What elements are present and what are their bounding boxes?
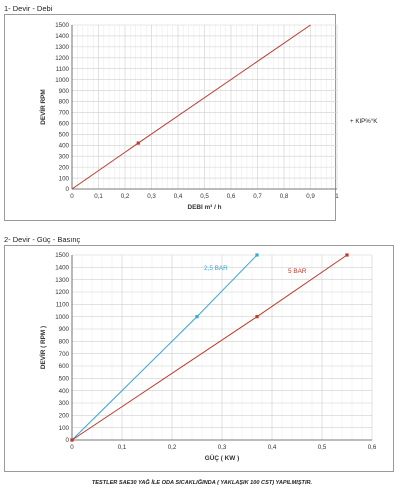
series-label: 5 BAR bbox=[288, 268, 307, 275]
x-axis-label: DEBI m³ / h bbox=[187, 204, 221, 211]
y-tick-label: 1300 bbox=[55, 277, 69, 284]
section-title-1: 1- Devir - Debi bbox=[4, 4, 53, 13]
y-tick-label: 100 bbox=[59, 175, 70, 182]
y-tick-label: 800 bbox=[59, 99, 70, 106]
y-axis-label: DEVİR ( RPM ) bbox=[38, 326, 47, 369]
y-tick-label: 600 bbox=[59, 121, 70, 128]
y-tick-label: 1200 bbox=[55, 289, 69, 296]
y-tick-label: 400 bbox=[59, 388, 70, 395]
y-tick-label: 0 bbox=[66, 186, 70, 193]
y-tick-label: 1500 bbox=[55, 252, 69, 259]
x-tick-label: 0,3 bbox=[147, 193, 156, 200]
y-tick-label: 1200 bbox=[55, 55, 69, 62]
series-line bbox=[71, 254, 348, 441]
y-tick-label: 100 bbox=[59, 425, 70, 432]
y-tick-label: 200 bbox=[59, 164, 70, 171]
y-tick-label: 900 bbox=[59, 326, 70, 333]
side-note: + KIP%°K bbox=[350, 118, 378, 125]
y-axis-label: DEVİR RPM bbox=[38, 89, 47, 125]
x-tick-label: 0,6 bbox=[368, 444, 377, 451]
x-tick-label: 0,4 bbox=[268, 444, 277, 451]
y-tick-label: 400 bbox=[59, 142, 70, 149]
x-tick-label: 0,3 bbox=[218, 444, 227, 451]
x-tick-label: 0,8 bbox=[280, 193, 289, 200]
series-label: 2,5 BAR bbox=[204, 265, 228, 272]
y-tick-label: 1000 bbox=[55, 314, 69, 321]
data-point bbox=[255, 253, 259, 257]
x-tick-label: 0 bbox=[70, 444, 74, 451]
x-tick-label: 0,7 bbox=[253, 193, 262, 200]
x-tick-label: 0,9 bbox=[306, 193, 315, 200]
y-tick-label: 200 bbox=[59, 413, 70, 420]
x-tick-label: 0,2 bbox=[168, 444, 177, 451]
y-tick-label: 300 bbox=[59, 400, 70, 407]
y-tick-label: 1500 bbox=[55, 22, 69, 29]
y-tick-label: 500 bbox=[59, 376, 70, 383]
y-tick-label: 0 bbox=[66, 437, 70, 444]
x-tick-label: 1 bbox=[335, 193, 339, 200]
x-tick-label: 0,1 bbox=[94, 193, 103, 200]
x-tick-label: 0,4 bbox=[174, 193, 183, 200]
data-point bbox=[136, 141, 140, 145]
chart-2-frame bbox=[4, 245, 394, 472]
y-tick-label: 700 bbox=[59, 110, 70, 117]
y-tick-label: 900 bbox=[59, 88, 70, 95]
y-tick-label: 1400 bbox=[55, 265, 69, 272]
y-tick-label: 1100 bbox=[56, 302, 70, 309]
y-tick-label: 1400 bbox=[55, 33, 69, 40]
x-tick-label: 0,6 bbox=[227, 193, 236, 200]
y-tick-label: 800 bbox=[59, 339, 70, 346]
y-tick-label: 1300 bbox=[55, 44, 69, 51]
x-axis-label: GÜÇ ( KW ) bbox=[205, 453, 239, 462]
data-point bbox=[345, 253, 349, 257]
x-tick-label: 0 bbox=[70, 193, 74, 200]
y-tick-label: 1000 bbox=[55, 77, 69, 84]
x-tick-label: 0,1 bbox=[118, 444, 127, 451]
y-tick-label: 700 bbox=[59, 351, 70, 358]
chart-1-frame bbox=[4, 14, 336, 221]
series-line bbox=[71, 254, 258, 441]
y-tick-label: 300 bbox=[59, 153, 70, 160]
data-point bbox=[255, 315, 259, 319]
y-tick-label: 500 bbox=[59, 132, 70, 139]
data-point bbox=[195, 315, 199, 319]
x-tick-label: 0,2 bbox=[121, 193, 130, 200]
y-tick-label: 1100 bbox=[56, 66, 70, 73]
x-tick-label: 0,5 bbox=[200, 193, 209, 200]
x-tick-label: 0,5 bbox=[318, 444, 327, 451]
data-point bbox=[70, 438, 74, 442]
footer-note: TESTLER SAE30 YAĞ İLE ODA SICAKLIĞINDA (… bbox=[91, 480, 313, 486]
y-tick-label: 600 bbox=[59, 363, 70, 370]
section-title-2: 2- Devir - Güç - Basınç bbox=[4, 235, 81, 244]
